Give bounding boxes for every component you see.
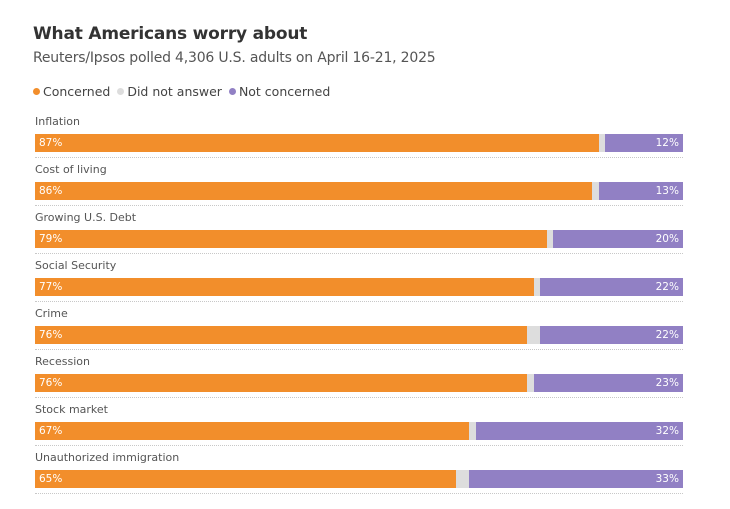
bar-row: Growing U.S. Debt 79% 20%	[35, 208, 683, 256]
bar-segment-no-answer	[469, 422, 476, 440]
legend-dot-not-concerned-icon	[228, 88, 236, 95]
bar-segment-not-concerned: 22%	[540, 278, 683, 296]
category-label: Growing U.S. Debt	[35, 211, 137, 224]
bar-segment-not-concerned: 32%	[475, 422, 683, 440]
bar-segment-concerned: 76%	[35, 326, 528, 344]
legend: Concerned Did not answer Not concerned	[33, 84, 337, 99]
category-label: Crime	[35, 307, 68, 320]
stacked-bar: 79% 20%	[35, 230, 683, 248]
value-label-concerned: 87%	[39, 137, 63, 149]
value-label-concerned: 79%	[39, 233, 63, 245]
category-label: Cost of living	[35, 163, 107, 176]
value-label-concerned: 76%	[39, 377, 63, 389]
bar-segment-no-answer	[527, 374, 534, 392]
bar-segment-not-concerned: 23%	[533, 374, 683, 392]
bar-segment-no-answer	[592, 182, 599, 200]
legend-item-concerned: Concerned	[33, 84, 110, 99]
legend-label: Not concerned	[238, 84, 331, 99]
value-label-not-concerned: 12%	[655, 137, 679, 149]
bar-segment-no-answer	[456, 470, 470, 488]
legend-item-not-concerned: Not concerned	[228, 84, 331, 99]
legend-dot-no-answer-icon	[117, 88, 125, 95]
category-label: Inflation	[35, 115, 80, 128]
bar-segment-no-answer	[598, 134, 606, 152]
bar-segment-not-concerned: 13%	[598, 182, 683, 200]
bar-segment-concerned: 76%	[35, 374, 528, 392]
row-divider	[35, 493, 683, 494]
bar-row: Social Security 77% 22%	[35, 256, 683, 304]
category-label: Recession	[35, 355, 90, 368]
value-label-not-concerned: 20%	[655, 233, 679, 245]
row-divider	[35, 445, 683, 446]
value-label-not-concerned: 33%	[655, 473, 679, 485]
row-divider	[35, 205, 683, 206]
bar-segment-concerned: 77%	[35, 278, 534, 296]
value-label-not-concerned: 22%	[655, 281, 679, 293]
bar-segment-concerned: 65%	[35, 470, 457, 488]
bar-segment-not-concerned: 20%	[553, 230, 683, 248]
bar-segment-concerned: 79%	[35, 230, 547, 248]
value-label-not-concerned: 23%	[655, 377, 679, 389]
value-label-concerned: 76%	[39, 329, 63, 341]
bar-segment-concerned: 67%	[35, 422, 470, 440]
stacked-bar: 76% 22%	[35, 326, 683, 344]
value-label-concerned: 67%	[39, 425, 63, 437]
row-divider	[35, 397, 683, 398]
row-divider	[35, 157, 683, 158]
bar-segment-no-answer	[546, 230, 554, 248]
legend-dot-concerned-icon	[33, 88, 40, 95]
category-label: Unauthorized immigration	[35, 451, 180, 464]
legend-label: Concerned	[43, 84, 111, 99]
stacked-bar: 77% 22%	[35, 278, 683, 296]
row-divider	[35, 253, 683, 254]
bar-segment-not-concerned: 22%	[540, 326, 683, 344]
bar-row: Stock market 67% 32%	[35, 400, 683, 448]
bar-segment-no-answer	[533, 278, 541, 296]
bar-row: Unauthorized immigration 65% 33%	[35, 448, 683, 496]
chart-title: What Americans worry about	[33, 24, 308, 44]
bar-segment-not-concerned: 12%	[605, 134, 683, 152]
bar-chart: Inflation 87% 12% Cost of living 86% 13% Growi…	[35, 112, 683, 496]
value-label-concerned: 77%	[39, 281, 63, 293]
category-label: Stock market	[35, 403, 108, 416]
stacked-bar: 67% 32%	[35, 422, 683, 440]
stacked-bar: 76% 23%	[35, 374, 683, 392]
value-label-concerned: 86%	[39, 185, 63, 197]
category-label: Social Security	[35, 259, 117, 272]
stacked-bar: 86% 13%	[35, 182, 683, 200]
bar-row: Recession 76% 23%	[35, 352, 683, 400]
stacked-bar: 65% 33%	[35, 470, 683, 488]
value-label-not-concerned: 13%	[655, 185, 679, 197]
value-label-not-concerned: 32%	[655, 425, 679, 437]
value-label-not-concerned: 22%	[655, 329, 679, 341]
bar-segment-concerned: 87%	[35, 134, 599, 152]
bar-segment-no-answer	[527, 326, 541, 344]
bar-row: Cost of living 86% 13%	[35, 160, 683, 208]
bar-segment-concerned: 86%	[35, 182, 593, 200]
legend-label: Did not answer	[127, 84, 222, 99]
row-divider	[35, 349, 683, 350]
stacked-bar: 87% 12%	[35, 134, 683, 152]
bar-row: Inflation 87% 12%	[35, 112, 683, 160]
row-divider	[35, 301, 683, 302]
bar-row: Crime 76% 22%	[35, 304, 683, 352]
chart-subtitle: Reuters/Ipsos polled 4,306 U.S. adults o…	[33, 50, 436, 66]
value-label-concerned: 65%	[39, 473, 63, 485]
legend-item-no-answer: Did not answer	[117, 84, 222, 99]
bar-segment-not-concerned: 33%	[469, 470, 683, 488]
